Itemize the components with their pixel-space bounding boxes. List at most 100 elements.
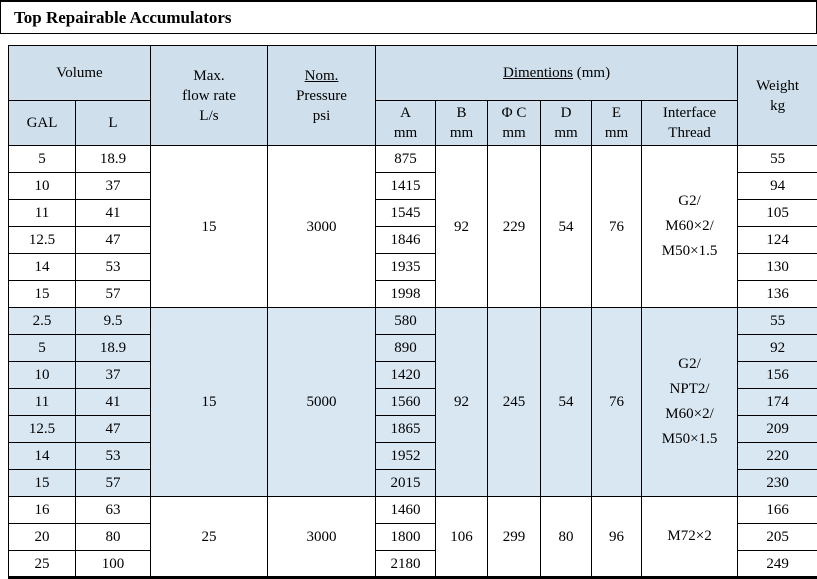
cell-gal: 16 <box>8 496 76 524</box>
table-row: 15 57 1998 136 <box>8 280 817 308</box>
header-dimensions: Dimentions (mm) <box>374 45 739 101</box>
header-nom-line2: Pressure <box>296 87 347 104</box>
cell-weight: 55 <box>737 145 817 173</box>
header-gal: GAL <box>8 100 76 146</box>
cell-c: 229 <box>487 145 541 308</box>
cell-a: 1865 <box>375 415 436 443</box>
cell-c: 299 <box>487 496 541 578</box>
cell-e: 96 <box>591 496 642 578</box>
cell-gal: 11 <box>8 199 76 227</box>
header-dimensions-unit: (mm) <box>576 65 611 81</box>
table-row: 14 53 1952 220 <box>8 442 817 470</box>
cell-l: 57 <box>75 469 151 497</box>
table-row: 2.5 9.5 15 5000 580 92 245 54 76 G2/ NPT… <box>8 307 817 497</box>
cell-weight: 136 <box>737 280 817 308</box>
cell-pressure: 3000 <box>267 496 376 578</box>
cell-b: 92 <box>435 307 488 497</box>
title-text: Top Repairable Accumulators <box>14 7 232 27</box>
cell-e: 76 <box>591 307 642 497</box>
header-row-1: Volume Max. flow rate L/s Nom. Pressure … <box>8 45 817 146</box>
cell-weight: 55 <box>737 307 817 335</box>
table-row: 15 57 2015 230 <box>8 469 817 497</box>
cell-l: 53 <box>75 442 151 470</box>
cell-l: 57 <box>75 280 151 308</box>
header-max-flow-line2: flow rate <box>182 87 236 104</box>
header-max-flow-line3: L/s <box>199 107 219 124</box>
header-col-d: D mm <box>540 100 592 146</box>
cell-flow-rate: 15 <box>150 145 268 308</box>
table-row: 16 63 25 3000 1460 106 299 80 96 M72×2 1… <box>8 496 817 578</box>
cell-weight: 209 <box>737 415 817 443</box>
cell-weight: 124 <box>737 226 817 254</box>
cell-l: 18.9 <box>75 334 151 362</box>
cell-l: 100 <box>75 550 151 578</box>
cell-a: 1560 <box>375 388 436 416</box>
cell-gal: 12.5 <box>8 226 76 254</box>
cell-l: 18.9 <box>75 145 151 173</box>
cell-e: 76 <box>591 145 642 308</box>
cell-l: 41 <box>75 199 151 227</box>
cell-b: 106 <box>435 496 488 578</box>
table-row: 5 18.9 890 92 <box>8 334 817 362</box>
cell-a: 890 <box>375 334 436 362</box>
cell-gal: 25 <box>8 550 76 578</box>
cell-a: 1545 <box>375 199 436 227</box>
accumulator-spec-table: Volume Max. flow rate L/s Nom. Pressure … <box>8 45 817 579</box>
header-nom-line1: Nom. <box>304 67 339 84</box>
cell-gal: 15 <box>8 469 76 497</box>
page-title: Top Repairable Accumulators <box>0 0 817 34</box>
cell-l: 47 <box>75 226 151 254</box>
cell-weight: 156 <box>737 361 817 389</box>
cell-a: 1420 <box>375 361 436 389</box>
cell-l: 47 <box>75 415 151 443</box>
cell-b: 92 <box>435 145 488 308</box>
cell-interface-thread: G2/ M60×2/ M50×1.5 <box>640 145 739 308</box>
cell-gal: 10 <box>8 172 76 200</box>
cell-l: 80 <box>75 523 151 551</box>
cell-l: 37 <box>75 172 151 200</box>
table-row: 25 100 2180 249 <box>8 550 817 578</box>
cell-a: 1935 <box>375 253 436 281</box>
cell-d: 80 <box>540 496 592 578</box>
cell-l: 53 <box>75 253 151 281</box>
cell-weight: 249 <box>737 550 817 578</box>
header-l: L <box>75 100 151 146</box>
cell-weight: 105 <box>737 199 817 227</box>
header-weight-line2: kg <box>770 97 786 114</box>
header-weight: Weight kg <box>737 45 817 146</box>
cell-d: 54 <box>540 307 592 497</box>
cell-a: 580 <box>375 307 436 335</box>
cell-c: 245 <box>487 307 541 497</box>
table-row: 11 41 1560 174 <box>8 388 817 416</box>
cell-weight: 230 <box>737 469 817 497</box>
cell-weight: 220 <box>737 442 817 470</box>
cell-a: 1998 <box>375 280 436 308</box>
cell-gal: 11 <box>8 388 76 416</box>
cell-a: 1952 <box>375 442 436 470</box>
header-nom-line3: psi <box>312 107 331 124</box>
table-row: 10 37 1415 94 <box>8 172 817 200</box>
cell-l: 63 <box>75 496 151 524</box>
header-volume: Volume <box>8 45 151 101</box>
header-max-flow-line1: Max. <box>193 67 225 84</box>
cell-weight: 205 <box>737 523 817 551</box>
cell-gal: 14 <box>8 442 76 470</box>
table-row: 11 41 1545 105 <box>8 199 817 227</box>
cell-interface-thread: M72×2 <box>640 496 739 578</box>
cell-pressure: 3000 <box>267 145 376 308</box>
cell-a: 2015 <box>375 469 436 497</box>
cell-interface-thread: G2/ NPT2/ M60×2/ M50×1.5 <box>640 307 739 497</box>
header-max-flow-rate: Max. flow rate L/s <box>150 45 268 146</box>
cell-gal: 5 <box>8 334 76 362</box>
header-col-c: Φ C mm <box>487 100 541 146</box>
header-col-a: A mm <box>375 100 436 146</box>
cell-gal: 20 <box>8 523 76 551</box>
cell-l: 41 <box>75 388 151 416</box>
cell-flow-rate: 25 <box>150 496 268 578</box>
cell-gal: 2.5 <box>8 307 76 335</box>
cell-weight: 92 <box>737 334 817 362</box>
cell-weight: 166 <box>737 496 817 524</box>
table-row: 12.5 47 1865 209 <box>8 415 817 443</box>
cell-flow-rate: 15 <box>150 307 268 497</box>
